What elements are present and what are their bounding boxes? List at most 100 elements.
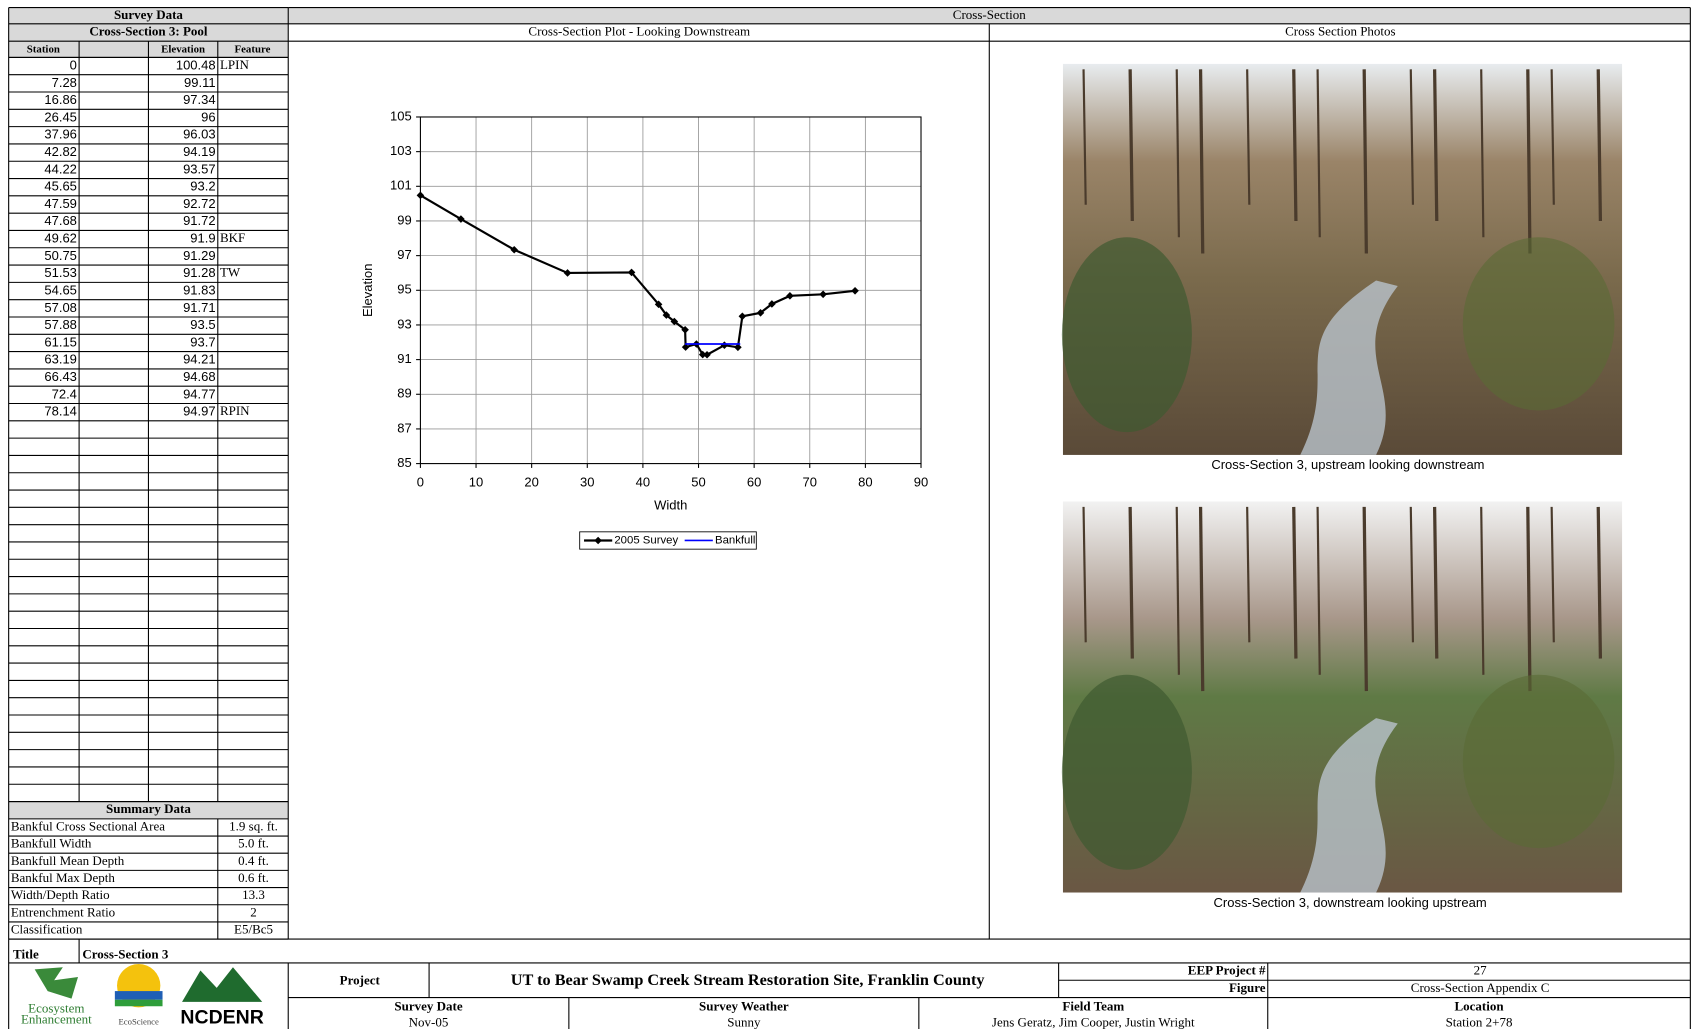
y-tick-label: 85: [397, 455, 411, 470]
station-value: 44.22: [44, 161, 77, 176]
figure-value: Cross-Section Appendix C: [1411, 980, 1550, 995]
column-header: Station: [27, 43, 60, 55]
station-value: 47.59: [44, 196, 77, 211]
summary-title: Summary Data: [106, 801, 191, 816]
summary-label: Bankful Cross Sectional Area: [11, 818, 165, 833]
data-point: [739, 312, 747, 320]
summary-label: Bankfull Width: [11, 836, 92, 851]
photos-header: Cross Section Photos: [1285, 23, 1396, 38]
elevation-value: 91.9: [190, 231, 215, 246]
x-tick-label: 80: [858, 475, 872, 490]
x-tick-label: 20: [524, 475, 538, 490]
data-point: [564, 269, 572, 277]
title-value: Cross-Section 3: [82, 946, 169, 961]
photo-caption: Cross-Section 3, downstream looking upst…: [1214, 895, 1487, 910]
column-header: Elevation: [161, 43, 205, 55]
summary-label: Bankful Max Depth: [11, 870, 115, 885]
photo-foliage: [1062, 237, 1192, 432]
summary-label: Classification: [11, 921, 83, 936]
header-band: [9, 8, 1691, 24]
chart-title: Cross-Section Plot - Looking Downstream: [528, 23, 750, 38]
station-value: 7.28: [52, 75, 77, 90]
feature-value: TW: [220, 265, 241, 280]
photo-tree: [1201, 69, 1203, 253]
elevation-value: 94.21: [183, 352, 216, 367]
photo-tree: [1364, 507, 1366, 691]
elevation-value: 94.19: [183, 144, 216, 159]
photo-caption: Cross-Section 3, upstream looking downst…: [1211, 457, 1484, 472]
sheet: Survey DataCross-Section 3: PoolStationE…: [0, 0, 1699, 1029]
x-tick-label: 40: [636, 475, 650, 490]
station-value: 42.82: [44, 144, 77, 159]
eep-value: 27: [1474, 963, 1488, 978]
station-value: 26.45: [44, 109, 77, 124]
elevation-value: 94.97: [183, 404, 216, 419]
logo-text: NCDENR: [180, 1006, 263, 1028]
y-tick-label: 95: [397, 282, 411, 297]
y-tick-label: 93: [397, 316, 411, 331]
station-value: 54.65: [44, 282, 77, 297]
x-tick-label: 50: [691, 475, 705, 490]
station-value: 16.86: [44, 92, 77, 107]
feature-value: RPIN: [220, 403, 250, 418]
elevation-value: 96: [201, 109, 215, 124]
station-value: 49.62: [44, 231, 77, 246]
field-value: Sunny: [727, 1015, 761, 1029]
field-value: Jens Geratz, Jim Cooper, Justin Wright: [992, 1015, 1195, 1029]
station-value: 37.96: [44, 127, 77, 142]
station-value: 45.65: [44, 179, 77, 194]
figure-label: Figure: [1229, 980, 1266, 995]
elevation-value: 96.03: [183, 127, 216, 142]
data-point: [819, 290, 827, 298]
summary-value: 0.4 ft.: [238, 853, 269, 868]
elevation-value: 94.77: [183, 386, 216, 401]
eep-label: EEP Project #: [1188, 963, 1266, 978]
elevation-value: 91.71: [183, 300, 216, 315]
summary-value: 2: [250, 904, 257, 919]
photo-foliage: [1463, 237, 1615, 410]
summary-value: 0.6 ft.: [238, 870, 269, 885]
station-value: 51.53: [44, 265, 77, 280]
logo-ncdenr-mark: [182, 967, 262, 1002]
logo-land: [115, 1000, 163, 1006]
photo-tree: [1130, 507, 1132, 659]
station-value: 57.88: [44, 317, 77, 332]
y-tick-label: 89: [397, 386, 411, 401]
elevation-value: 100.48: [176, 57, 216, 72]
field-label: Survey Weather: [699, 998, 789, 1013]
x-tick-label: 10: [469, 475, 483, 490]
elevation-value: 93.7: [190, 334, 215, 349]
station-value: 47.68: [44, 213, 77, 228]
elevation-value: 93.2: [190, 179, 215, 194]
field-label: Location: [1454, 998, 1504, 1013]
station-value: 0: [70, 57, 77, 72]
station-value: 72.4: [52, 386, 77, 401]
elevation-value: 93.5: [190, 317, 215, 332]
y-tick-label: 87: [397, 420, 411, 435]
section-header: Cross-Section: [953, 7, 1026, 22]
feature-value: LPIN: [220, 57, 250, 72]
x-tick-label: 30: [580, 475, 594, 490]
summary-value: 13.3: [242, 887, 265, 902]
feature-value: BKF: [220, 230, 245, 245]
elevation-value: 91.29: [183, 248, 216, 263]
y-tick-label: 101: [390, 178, 412, 193]
x-tick-label: 0: [417, 475, 424, 490]
data-point: [786, 292, 794, 300]
logo-eep-mark: [35, 967, 78, 998]
y-tick-label: 91: [397, 351, 411, 366]
station-value: 57.08: [44, 300, 77, 315]
elevation-value: 93.57: [183, 161, 216, 176]
summary-label: Bankfull Mean Depth: [11, 853, 125, 868]
logo-water: [115, 991, 163, 1000]
photo-tree: [1598, 507, 1600, 659]
photo-tree: [1130, 69, 1132, 221]
elevation-value: 94.68: [183, 369, 216, 384]
title-label: Title: [13, 946, 39, 961]
elevation-value: 91.28: [183, 265, 216, 280]
legend-label: 2005 Survey: [614, 534, 678, 546]
table-title: Survey Data: [114, 7, 183, 22]
series-line: [420, 195, 855, 354]
project-name: UT to Bear Swamp Creek Stream Restoratio…: [511, 971, 985, 989]
photo-tree: [1435, 507, 1437, 659]
